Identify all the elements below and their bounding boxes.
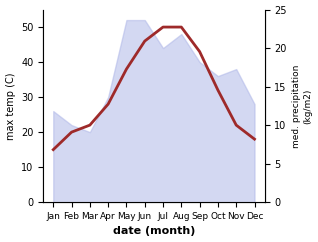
Y-axis label: max temp (C): max temp (C) [5, 72, 16, 140]
Y-axis label: med. precipitation
(kg/m2): med. precipitation (kg/m2) [292, 64, 313, 148]
X-axis label: date (month): date (month) [113, 227, 195, 236]
